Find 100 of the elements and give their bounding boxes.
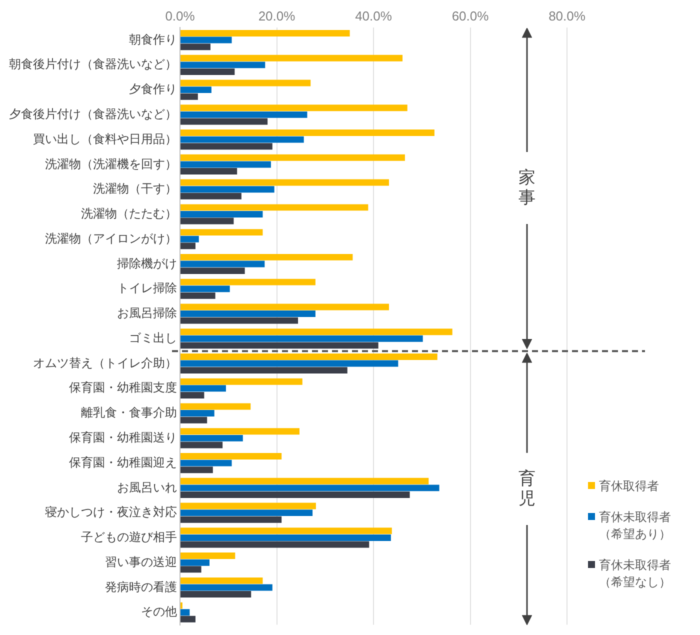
y-tick-label: 洗濯物（干す） [93, 182, 177, 196]
bar [180, 335, 423, 342]
y-tick-label: 保育園・幼稚園支度 [69, 380, 177, 395]
bar [180, 416, 208, 424]
bar [180, 559, 210, 566]
bar [180, 136, 304, 143]
bar [180, 360, 398, 367]
bar [180, 378, 302, 385]
bar [180, 68, 235, 75]
y-tick-label: ゴミ出し [129, 330, 177, 345]
y-tick-label: 寝かしつけ・夜泣き対応 [45, 505, 177, 520]
bar [180, 453, 282, 460]
bar [180, 392, 204, 398]
bar [180, 218, 234, 224]
bar [180, 403, 251, 410]
bar [180, 534, 391, 541]
y-tick-label: オムツ替え（トイレ介助） [33, 356, 177, 370]
y-tick-label: 保育園・幼稚園送り [69, 430, 177, 444]
y-tick-label: 離乳食・食事介助 [81, 406, 177, 420]
bar [180, 229, 263, 236]
legend-label: 育休取得者 [599, 478, 660, 495]
y-tick-label: 買い出し（食料や日用品） [33, 132, 177, 146]
bar [180, 268, 245, 274]
x-tick-label: 0.0% [165, 8, 196, 24]
bar [180, 36, 232, 44]
y-tick-label: 掃除機がけ [117, 256, 177, 270]
legend-label: 育休未取得者（希望あり） [599, 509, 672, 543]
y-tick-label: トイレ掃除 [117, 281, 177, 296]
bar [180, 428, 300, 435]
bar [180, 367, 348, 374]
bar [180, 584, 272, 591]
y-tick-label: お風呂掃除 [117, 306, 177, 320]
bar [180, 304, 389, 310]
bar [180, 161, 271, 168]
y-tick-label: 夕食作り [129, 82, 177, 96]
y-tick-label: 子どもの遊び相手 [81, 530, 177, 544]
annotation: 育児 [518, 468, 536, 509]
bar [180, 254, 353, 260]
bar [180, 502, 316, 510]
annotation: 家事 [518, 168, 536, 208]
bar [180, 460, 232, 466]
bar [180, 328, 452, 336]
y-tick-label: 保育園・幼稚園迎え [69, 455, 177, 470]
bar [180, 80, 311, 86]
bar [180, 93, 198, 100]
bar [180, 192, 242, 200]
y-tick-label: 洗濯物（たたむ） [81, 206, 177, 221]
bar [180, 566, 202, 573]
bar [180, 143, 272, 150]
bar [180, 484, 440, 492]
bar [180, 434, 243, 442]
bar [180, 310, 316, 317]
bar [180, 342, 378, 349]
bar [180, 552, 236, 560]
bar [180, 44, 210, 50]
bar [180, 204, 368, 211]
bar [180, 541, 370, 548]
y-tick-label: 発病時の看護 [105, 580, 177, 594]
bar [180, 260, 265, 268]
bar [180, 186, 274, 193]
bar [180, 118, 268, 125]
legend-label: 育休未取得者（希望なし） [599, 557, 672, 591]
bar [180, 577, 263, 584]
x-tick-label: 20.0% [258, 8, 296, 24]
bar [180, 609, 190, 616]
y-tick-label: 洗濯物（洗濯機を回す） [45, 156, 177, 171]
bar [180, 292, 216, 299]
x-tick-label: 40.0% [355, 8, 392, 24]
y-tick-label: その他 [141, 604, 177, 619]
bar [180, 353, 438, 360]
y-tick-label: お風呂いれ [117, 480, 177, 494]
bar [180, 286, 230, 292]
bar [180, 168, 238, 174]
bar [180, 104, 408, 112]
bar [180, 179, 389, 186]
bar [180, 317, 298, 324]
bar [180, 54, 403, 62]
y-tick-label: 夕食後片付け（食器洗いなど） [9, 107, 177, 122]
y-tick-label: 朝食後片付け（食器洗いなど） [9, 57, 177, 72]
bar [180, 385, 226, 392]
bar [180, 154, 405, 161]
bar [180, 466, 213, 474]
bar [180, 86, 212, 94]
y-tick-label: 朝食作り [129, 32, 177, 46]
bar [180, 442, 223, 448]
bar [180, 62, 266, 68]
bar [180, 616, 196, 622]
bar [180, 510, 313, 516]
bar [180, 278, 316, 286]
bar [180, 130, 434, 136]
x-tick-label: 60.0% [452, 8, 490, 24]
bar [180, 492, 410, 498]
x-tick-label: 80.0% [548, 8, 586, 24]
y-tick-label: 習い事の送迎 [105, 554, 177, 569]
bar [180, 478, 429, 484]
bar [180, 516, 282, 523]
y-tick-label: 洗濯物（アイロンがけ） [45, 231, 177, 246]
bar [180, 591, 252, 598]
bar [180, 242, 196, 250]
bar [180, 236, 199, 242]
